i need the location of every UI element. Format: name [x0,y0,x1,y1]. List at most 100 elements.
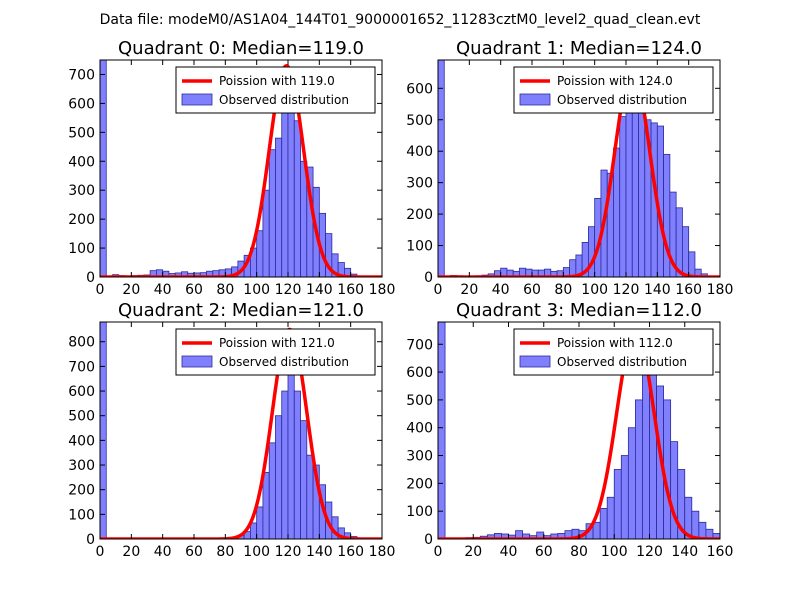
quadrant-0-xtick-label-9: 180 [369,282,396,298]
quadrant-1-bar-29 [619,116,627,277]
quadrant-0-bar-28 [275,137,283,277]
quadrant-3-bar-29 [642,371,650,539]
quadrant-0-bar-0 [100,60,107,277]
quadrant-0-xtick-label-7: 140 [306,282,333,298]
quadrant-2-bar-4 [249,522,258,539]
quadrant-3-ytick-label-1: 100 [406,504,433,520]
quadrant-3-ytick-label-7: 700 [406,337,433,353]
quadrant-0-axes-frame [99,59,383,278]
quadrant-2-xtick-label-9: 180 [369,544,396,560]
quadrant-3-xtick-label-4: 80 [570,544,588,560]
quadrant-2-ytick-label-8: 800 [68,335,95,351]
quadrant-0-ytick-label-4: 400 [68,154,95,170]
quadrant-2-bar-9 [281,390,289,539]
quadrant-2-bar-7 [268,442,276,539]
quadrant-1-bar-40 [688,251,696,277]
quadrant-2-axes-frame [99,321,383,540]
quadrant-0-xtick-label-4: 80 [216,282,234,298]
quadrant-1-bar-28 [613,147,621,277]
quadrant-1-poisson-curve [438,67,720,277]
quadrant-3-ytick-label-2: 200 [406,476,433,492]
quadrant-2-legend-bar-swatch [181,355,213,368]
quadrant-3-bar-36 [691,510,700,539]
quadrant-2-chart: 0 20 40 60 80 100 120 140 160 180 0 100 200 300 400 500… [68,300,395,560]
quadrant-1-xtick-label-4: 80 [554,282,572,298]
quadrant-0-xtick-label-6: 120 [275,282,302,298]
quadrant-1-ytick-label-3: 300 [406,176,433,192]
quadrant-3-bar-27 [627,427,636,539]
quadrant-3-bar-24 [606,496,615,539]
quadrant-2-ytick-label-6: 600 [68,384,95,400]
quadrant-1-ytick-label-6: 600 [406,81,433,97]
quadrant-3-ytick-label-4: 400 [406,421,433,437]
quadrant-3-bar-39 [712,533,720,539]
quadrant-1-chart: 0 20 40 60 80 100 120 140 160 180 0 100 200 300 400 500… [406,38,733,298]
quadrant-2-bar-0 [100,322,107,539]
quadrant-0-legend: Poission with 119.0 Observed distribution [175,66,376,114]
quadrant-3-bar-37 [698,521,707,539]
quadrant-1-legend: Poission with 124.0 Observed distribution [513,66,714,114]
quadrant-0-ytick-label-2: 200 [68,212,95,228]
quadrant-3-bar-22 [592,521,601,539]
quadrant-1-bar-30 [625,91,633,277]
quadrant-2-xtick-label-2: 40 [154,544,172,560]
quadrant-1-ytick-label-0: 0 [424,270,433,286]
quadrant-0-chart: 0 20 40 60 80 100 120 140 160 180 0 100 200 300 400 500… [68,38,395,298]
quadrant-3-legend-bar-swatch [519,355,551,368]
quadrant-3-ytick-label-3: 300 [406,449,433,465]
quadrant-3-xtick-label-6: 120 [636,544,663,560]
quadrant-0-ytick-label-3: 300 [68,183,95,199]
quadrant-1-plot-area [438,60,720,277]
quadrant-2-xtick-label-1: 20 [122,544,140,560]
quadrant-0-ytick-label-0: 0 [86,270,95,286]
quadrant-3-ytick-label-0: 0 [424,532,433,548]
quadrant-3-bar-28 [635,399,643,539]
quadrant-0-ytick-label-1: 100 [68,241,95,257]
quadrant-0-xtick-label-0: 0 [96,282,105,298]
quadrant-2-ytick-label-4: 400 [68,433,95,449]
quadrant-1-ytick-label-4: 400 [406,144,433,160]
quadrant-1-xtick-label-1: 20 [460,282,478,298]
quadrant-1-xtick-label-5: 100 [581,282,608,298]
quadrant-1-ytick-label-1: 100 [406,239,433,255]
quadrant-2-bar-11 [293,390,301,539]
quadrant-0-xtick-label-3: 60 [185,282,203,298]
quadrant-1-xtick-label-0: 0 [434,282,443,298]
quadrant-3-xtick-label-2: 40 [500,544,518,560]
quadrant-3-bar-0 [438,322,446,539]
quadrant-3-legend: Poission with 112.0 Observed distribution [513,328,714,376]
quadrant-0-xtick-label-2: 40 [154,282,172,298]
quadrant-1-xtick-label-9: 180 [707,282,734,298]
quadrant-2-legend-observed-label: Observed distribution [219,355,349,369]
quadrant-0-legend-observed-label: Observed distribution [219,93,349,107]
quadrant-2-xtick-label-5: 100 [243,544,270,560]
quadrant-2-ytick-label-5: 500 [68,409,95,425]
quadrant-0-xtick-label-8: 160 [337,282,364,298]
quadrant-0-legend-bar-swatch [181,93,213,106]
quadrant-3-title: Quadrant 3: Median=112.0 [456,300,702,321]
quadrant-1-bar-0 [438,60,445,277]
quadrant-1-ytick-label-5: 500 [406,113,433,129]
quadrant-1-bar-39 [682,226,690,277]
quadrant-1-xtick-label-2: 40 [492,282,510,298]
quadrant-2-bar-12 [300,420,308,539]
quadrant-1-legend-poisson-label: Poission with 124.0 [557,74,673,88]
quadrant-2-legend: Poission with 121.0 Observed distribution [175,328,376,376]
quadrant-2-bar-8 [275,415,283,539]
quadrant-1-bar-41 [694,268,702,277]
quadrant-1-legend-bar-swatch [519,93,551,106]
quadrant-2-xtick-label-4: 80 [216,544,234,560]
quadrant-3-xtick-label-8: 160 [707,544,734,560]
quadrant-1-title: Quadrant 1: Median=124.0 [456,38,702,59]
quadrant-1-xtick-label-6: 120 [613,282,640,298]
quadrant-2-title: Quadrant 2: Median=121.0 [118,300,364,321]
quadrant-1-axes-frame [437,59,721,278]
quadrant-0-xtick-label-1: 20 [122,282,140,298]
quadrant-0-bar-25 [256,230,264,277]
quadrant-0-xtick-label-5: 100 [243,282,270,298]
quadrant-0-ytick-label-7: 700 [68,67,95,83]
quadrant-3-bar-25 [613,469,622,539]
quadrant-0-ytick-label-5: 500 [68,125,95,141]
figure-suptitle: Data file: modeM0/AS1A04_144T01_90000016… [100,12,701,28]
